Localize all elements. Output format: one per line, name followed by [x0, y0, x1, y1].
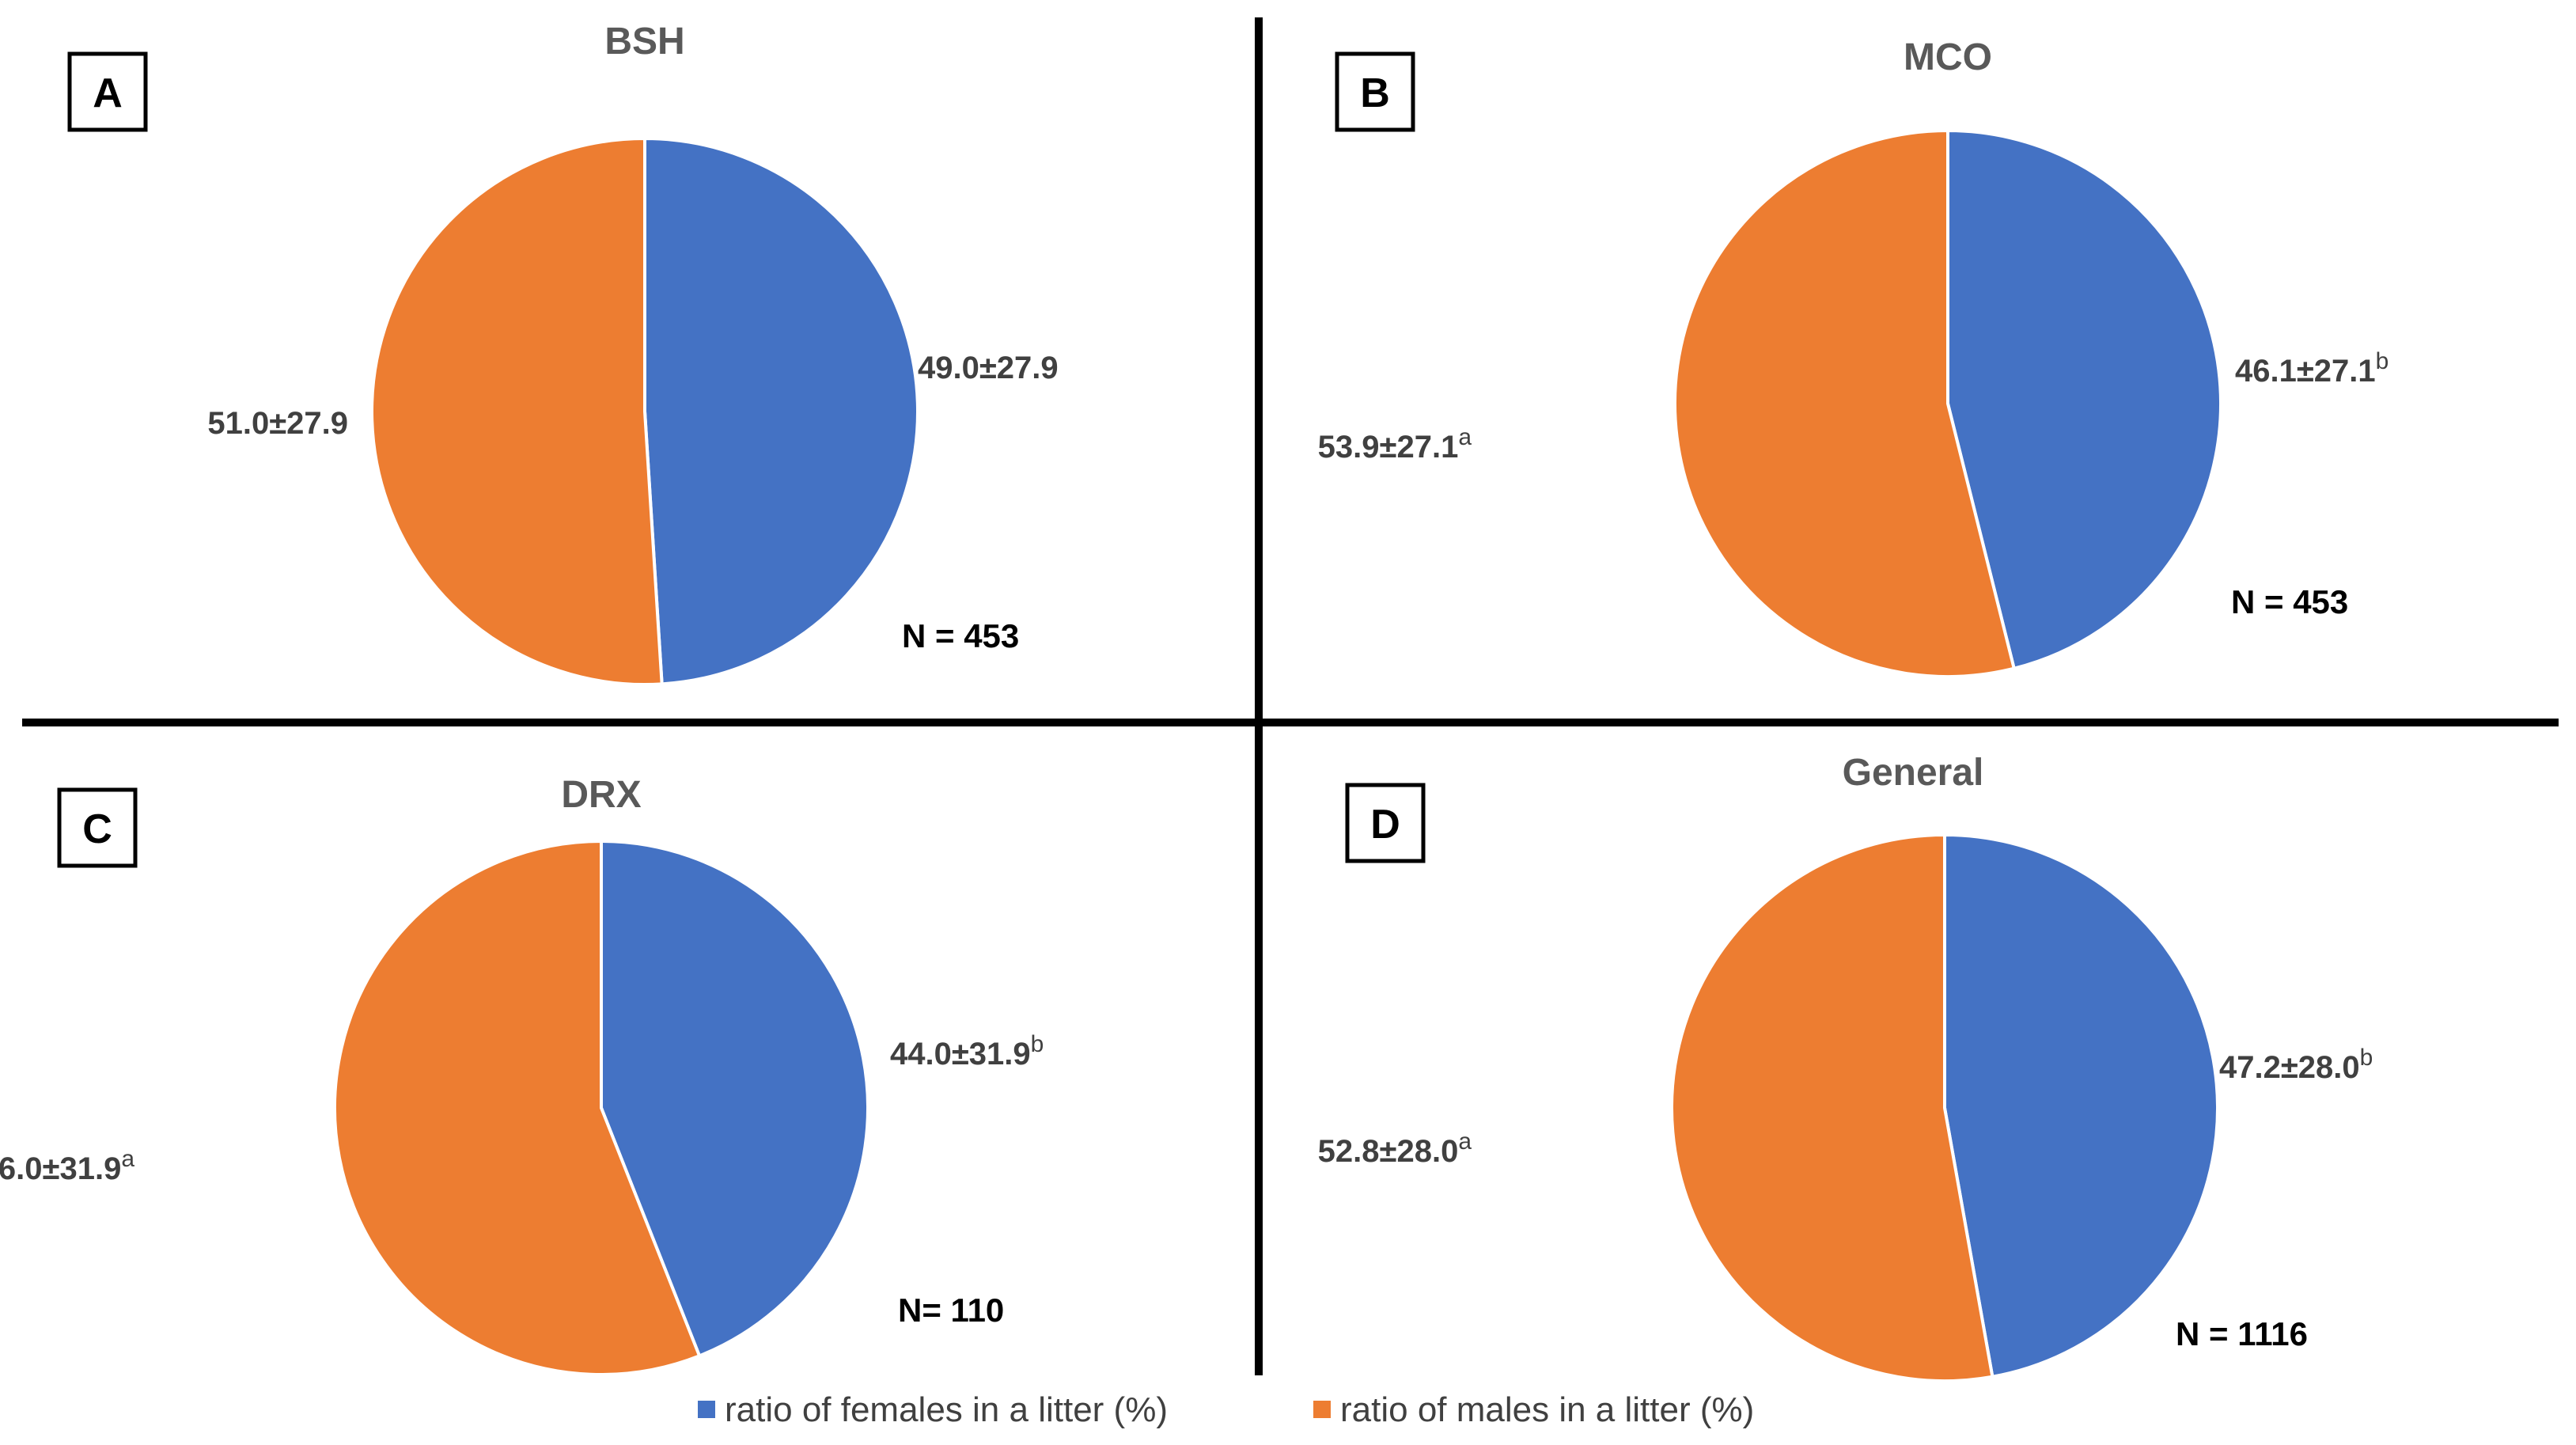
pie-slice-males — [1673, 128, 2017, 678]
legend: ratio of females in a litter (%) ratio o… — [698, 1390, 1754, 1429]
panel-label-box — [57, 787, 138, 868]
data-label-males: 53.9±27.1a — [1318, 424, 1472, 465]
data-label-males: 52.8±28.0a — [1318, 1128, 1472, 1169]
panel-label: A — [93, 70, 123, 116]
panel-a: A BSH 49.0±27.9 51.0±27.9 N = 453 — [67, 21, 1059, 686]
panel-label-box — [1335, 51, 1415, 132]
chart-title: BSH — [604, 21, 684, 63]
pie-slice-females — [643, 136, 919, 686]
data-label-females: 46.1±27.1b — [2235, 348, 2388, 389]
data-label-females: 49.0±27.9 — [918, 351, 1059, 385]
pie-slice-males — [1669, 832, 1995, 1382]
pie-slice-females — [1943, 832, 2219, 1379]
panel-label: B — [1360, 70, 1390, 116]
sample-size-label: N = 453 — [902, 617, 1019, 654]
panel-b: B MCO 46.1±27.1b 53.9±27.1a N = 453 — [1318, 36, 2388, 678]
chart-title: General — [1843, 752, 1984, 794]
legend-swatch-females — [698, 1401, 715, 1418]
chart-title: DRX — [561, 774, 641, 816]
legend-label-females: ratio of females in a litter (%) — [725, 1390, 1168, 1429]
data-label-females: 47.2±28.0b — [2219, 1045, 2373, 1085]
data-label-males: 56.0±31.9a — [0, 1146, 134, 1186]
panel-label-box — [1345, 783, 1426, 863]
panel-label: C — [82, 806, 112, 852]
legend-swatch-males — [1313, 1401, 1331, 1418]
panel-c: C DRX 44.0±31.9b 56.0±31.9a N= 110 — [0, 774, 1044, 1376]
sample-size-label: N= 110 — [898, 1291, 1004, 1329]
sample-size-label: N = 453 — [2231, 583, 2348, 620]
data-label-males: 51.0±27.9 — [207, 406, 348, 441]
pie-slice-females — [600, 839, 869, 1358]
legend-label-males: ratio of males in a litter (%) — [1340, 1390, 1754, 1429]
pie-slice-females — [1946, 128, 2222, 671]
panel-label: D — [1370, 802, 1400, 848]
panel-d: D General 47.2±28.0b 52.8±28.0a N = 1116 — [1318, 752, 2373, 1382]
chart-title: MCO — [1904, 36, 1992, 78]
pie-slice-males — [332, 839, 702, 1376]
panel-label-box — [67, 51, 148, 132]
sample-size-label: N = 1116 — [2176, 1315, 2308, 1352]
pie-slice-males — [370, 136, 664, 686]
data-label-females: 44.0±31.9b — [890, 1031, 1044, 1071]
